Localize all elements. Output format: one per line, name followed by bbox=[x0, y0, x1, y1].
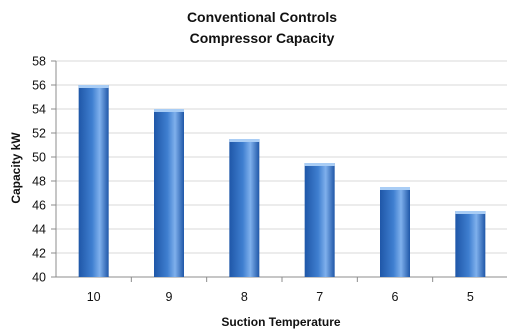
y-axis-title: Capacity kW bbox=[9, 132, 23, 204]
bars bbox=[78, 85, 486, 277]
x-tick-labels: 10 9 8 7 6 5 bbox=[87, 290, 474, 304]
bar-top-highlight bbox=[380, 187, 410, 190]
x-axis-title: Suction Temperature bbox=[221, 315, 340, 329]
bar bbox=[304, 163, 335, 277]
gridlines bbox=[56, 60, 507, 254]
axes bbox=[51, 60, 507, 282]
y-tick-label: 46 bbox=[32, 199, 46, 213]
bar bbox=[154, 109, 184, 277]
x-tick-label: 10 bbox=[87, 290, 101, 304]
bar-body bbox=[78, 85, 109, 277]
x-tick-label: 5 bbox=[467, 290, 474, 304]
y-tick-label: 48 bbox=[32, 175, 46, 189]
chart-title: Conventional Controls bbox=[187, 9, 337, 25]
y-tick-label: 50 bbox=[32, 151, 46, 165]
bar-body bbox=[455, 211, 486, 277]
y-tick-label: 44 bbox=[32, 223, 46, 237]
bar-top-highlight bbox=[78, 85, 109, 88]
bar-top-highlight bbox=[229, 139, 260, 142]
bar bbox=[78, 85, 109, 277]
y-tick-label: 58 bbox=[32, 55, 46, 69]
y-tick-label: 40 bbox=[32, 271, 46, 285]
chart-subtitle: Compressor Capacity bbox=[190, 30, 335, 46]
bar bbox=[229, 139, 260, 277]
bar-body bbox=[229, 139, 260, 277]
x-tick-label: 9 bbox=[166, 290, 173, 304]
y-tick-label: 52 bbox=[32, 127, 46, 141]
y-tick-labels: 40 42 44 46 48 50 52 54 56 58 bbox=[32, 55, 46, 285]
y-tick-label: 42 bbox=[32, 247, 46, 261]
bar-top-highlight bbox=[455, 211, 486, 214]
x-tick-label: 6 bbox=[392, 290, 399, 304]
x-tick-label: 8 bbox=[241, 290, 248, 304]
x-tick-label: 7 bbox=[316, 290, 323, 304]
bar-body bbox=[304, 163, 335, 277]
bar-top-highlight bbox=[154, 109, 184, 112]
y-tick-label: 54 bbox=[32, 103, 46, 117]
bar-body bbox=[154, 109, 184, 277]
bar bbox=[380, 187, 410, 277]
bar-top-highlight bbox=[304, 163, 335, 166]
bar bbox=[455, 211, 486, 277]
y-tick-label: 56 bbox=[32, 79, 46, 93]
bar-body bbox=[380, 187, 410, 277]
